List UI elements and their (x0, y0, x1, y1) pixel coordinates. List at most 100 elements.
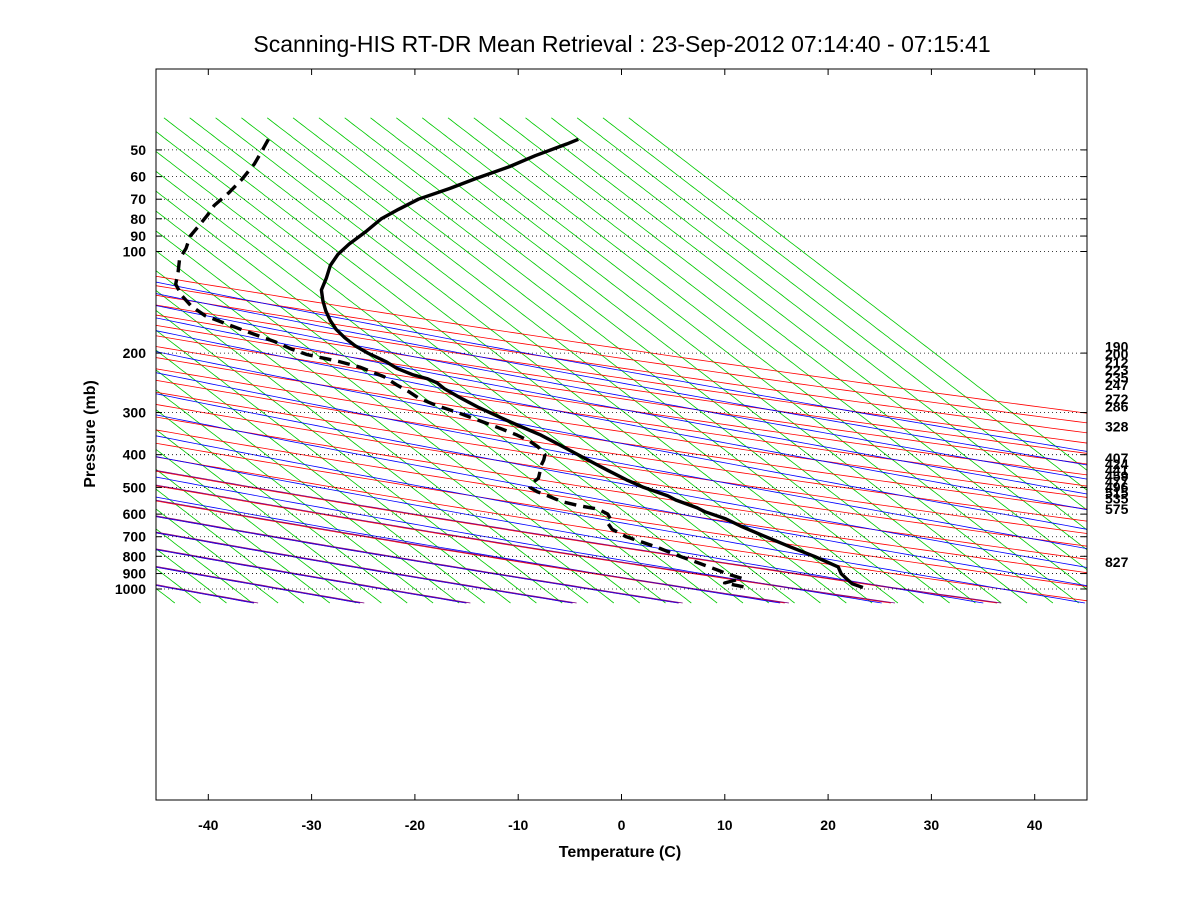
dry-adiabat (156, 304, 1087, 444)
mixing-ratio-line (156, 210, 666, 604)
dry-adiabat (156, 391, 1087, 534)
mixing-ratio-line (156, 508, 279, 604)
moist-adiabat (156, 456, 984, 604)
temperature-profile (319, 137, 864, 590)
right-pressure-label: 827 (1105, 554, 1129, 570)
mixing-ratio-line (344, 117, 976, 604)
moist-adiabat (156, 435, 1085, 604)
mixing-ratio-line (156, 329, 511, 604)
x-axis-ticks: -40 -30 -20 -10 0 10 20 30 40 (198, 69, 1043, 833)
mixing-ratio-line (396, 117, 1028, 604)
right-pressure-label: 223 (1105, 362, 1129, 378)
x-axis-label: Temperature (C) (559, 844, 681, 861)
right-pressure-label: 459 (1105, 468, 1129, 484)
right-pressure-label: 496 (1105, 479, 1129, 495)
adiabat-pair (156, 515, 683, 604)
adiabat-pair (156, 484, 896, 604)
mixing-ratio-line (215, 117, 847, 604)
x-tick-label: -30 (301, 817, 321, 833)
y-tick-label: 50 (130, 142, 146, 158)
y-tick-label: 80 (130, 211, 146, 227)
mixing-ratio-line (576, 117, 1087, 511)
right-pressure-label: 328 (1105, 419, 1129, 435)
chart-title: Scanning-HIS RT-DR Mean Retrieval : 23-S… (253, 31, 990, 57)
right-pressure-label: 407 (1105, 450, 1129, 466)
x-tick-label: 30 (924, 817, 940, 833)
moist-adiabat (156, 372, 1087, 550)
dry-adiabat (156, 335, 1087, 476)
right-pressure-label: 515 (1105, 485, 1129, 501)
mixing-ratio-line (370, 117, 1002, 604)
mixing-ratio-line (551, 117, 1087, 531)
x-tick-label: -20 (405, 817, 425, 833)
dry-adiabat (156, 442, 1087, 587)
moist-adiabat (156, 516, 679, 604)
mixing-ratio-line (628, 117, 1087, 471)
y-tick-label: 70 (130, 191, 146, 207)
dry-adiabat (156, 324, 1087, 465)
mixing-ratio-line (156, 409, 408, 604)
y-tick-label: 700 (123, 529, 147, 545)
dry-adiabat (156, 294, 1087, 434)
x-tick-label: -40 (198, 817, 218, 833)
mixing-ratio-line (602, 117, 1087, 491)
mixing-ratio-line (156, 309, 537, 604)
moist-adiabat (156, 414, 1087, 587)
mixing-ratio-line (156, 389, 434, 604)
moist-adiabat (156, 330, 1087, 511)
right-pressure-label: 441 (1105, 462, 1129, 478)
dry-adiabat (156, 275, 1087, 414)
right-pressure-label: 212 (1105, 355, 1129, 371)
moist-adiabat (156, 476, 882, 604)
moist-adiabat (156, 393, 1087, 568)
moist-adiabat (156, 351, 1087, 530)
mixing-ratio-line (266, 117, 899, 604)
moist-adiabat (156, 317, 1087, 495)
moist-adiabat (156, 293, 1087, 466)
y-tick-label: 500 (123, 479, 147, 495)
mixing-ratio-line (421, 117, 1054, 604)
moist-adiabat (156, 496, 781, 604)
mixing-ratio-line (163, 117, 795, 604)
right-pressure-label: 535 (1105, 490, 1129, 506)
dry-adiabat (156, 485, 891, 604)
mixing-ratio-line (292, 117, 924, 604)
right-pressure-label: 272 (1105, 391, 1129, 407)
y-tick-label: 200 (123, 345, 147, 361)
mixing-ratio-line (156, 349, 485, 604)
mixing-ratio-line (156, 270, 589, 604)
right-pressure-label: 190 (1105, 339, 1129, 355)
dry-adiabat (156, 346, 1087, 487)
right-pressure-label: 575 (1105, 501, 1129, 517)
adiabat-pair (156, 499, 789, 604)
mixing-ratio-line (241, 117, 873, 604)
mixing-ratio-line (499, 117, 1087, 571)
dry-adiabat (156, 416, 1087, 560)
y-tick-label: 400 (123, 447, 147, 463)
mixing-ratio-line (156, 488, 305, 604)
dry-adiabat (156, 357, 1087, 498)
y-tick-label: 300 (123, 405, 147, 421)
y-tick-label: 100 (123, 244, 147, 260)
x-tick-label: 20 (820, 817, 836, 833)
right-pressure-label: 247 (1105, 377, 1129, 393)
mixing-ratio-line (473, 117, 1087, 591)
mixing-ratio-line (156, 369, 460, 604)
y-axis-label: Pressure (mb) (82, 380, 99, 488)
sounding-profiles (174, 137, 864, 590)
y-tick-label: 1000 (115, 581, 146, 597)
mixing-ratio-line (525, 117, 1087, 551)
mixing-ratio-line (156, 131, 770, 604)
x-tick-label: 0 (618, 817, 626, 833)
y-tick-label: 60 (130, 169, 146, 185)
dry-adiabat (156, 314, 1087, 454)
dry-adiabat (156, 456, 1087, 602)
mixing-ratio-line (156, 150, 744, 604)
mixing-ratio-line (156, 190, 692, 604)
mixing-ratio-line (156, 170, 718, 604)
dry-adiabat (156, 404, 1087, 547)
mixing-ratio-line (156, 230, 640, 604)
